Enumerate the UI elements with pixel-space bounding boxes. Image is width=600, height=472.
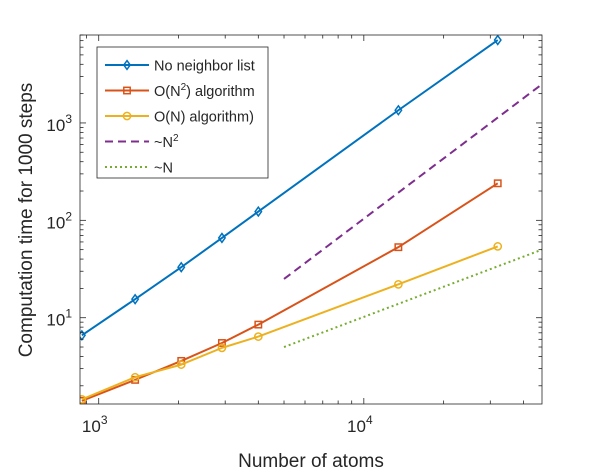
legend-item-3-marker (122, 111, 132, 121)
plot-lines (80, 35, 542, 404)
series-2-line (81, 182, 499, 402)
series-3-point (176, 360, 186, 369)
y-tick-label: 102 (46, 209, 72, 232)
series-2-point (217, 339, 226, 347)
legend-item-1: No neighbor list (105, 59, 255, 75)
y-tick-label: 101 (46, 307, 72, 330)
series-1-point (130, 293, 140, 305)
legend-item-3: O(N) algorithm) (105, 110, 254, 126)
axes-box (79, 34, 543, 405)
legend-item-5: ~N (105, 161, 173, 177)
legend-item-3-label: O(N) algorithm) (154, 110, 254, 126)
x-tick-label: 103 (82, 413, 108, 436)
series-3-point (80, 395, 87, 404)
legend-item-2: O(N2) algorithm (105, 82, 255, 100)
legend-item-4-label: ~N2 (154, 133, 179, 151)
series-4-line (283, 83, 542, 280)
series-2-point (493, 179, 502, 188)
x-tick-label: 104 (347, 413, 373, 436)
series-1-point (177, 261, 186, 273)
series-3-point (394, 280, 403, 289)
legend-item-1-marker (122, 59, 132, 71)
x-axis-label: Number of atoms (238, 451, 384, 472)
series-3-line (81, 245, 499, 401)
x-axis-ticks: 103 104 (82, 35, 524, 436)
series-3-point (493, 242, 503, 251)
legend-item-1-label: No neighbor list (154, 59, 255, 75)
series-1-point (493, 35, 502, 46)
y-tick-label: 103 (46, 112, 72, 135)
y-axis-label: Computation time for 1000 steps (16, 83, 37, 358)
legend-item-5-label: ~N (154, 161, 173, 177)
legend-item-2-label: O(N2) algorithm (154, 82, 255, 100)
series-1-point (394, 104, 403, 116)
series-5-line (283, 248, 542, 348)
legend-item-4: ~N2 (105, 133, 179, 151)
series-1-line (81, 39, 499, 337)
series-2-point (254, 320, 263, 329)
series-3-point (217, 343, 227, 353)
series-3-point (130, 372, 140, 382)
series-3-point (253, 332, 263, 341)
series-2-point (394, 243, 403, 252)
series-1-point (217, 232, 227, 244)
series-1-point (254, 205, 263, 218)
y-axis-ticks: 101 102 103 (46, 34, 542, 387)
legend: No neighbor list O(N2) algorithm O(N) algo… (96, 46, 269, 179)
legend-item-2-marker (123, 86, 131, 95)
